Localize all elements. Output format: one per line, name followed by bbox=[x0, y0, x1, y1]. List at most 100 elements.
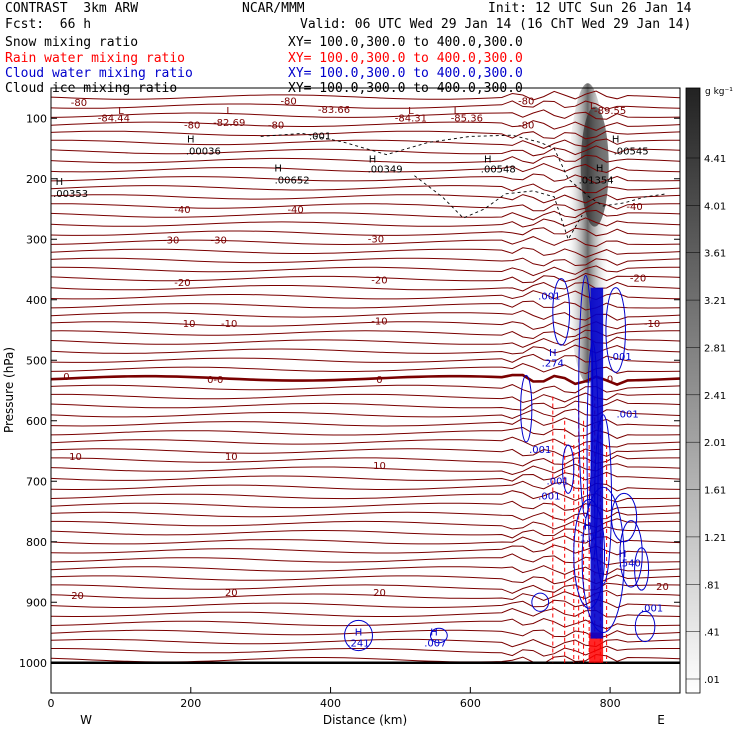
valid-time: Valid: 06 UTC Wed 29 Jan 14 (16 ChT Wed … bbox=[300, 17, 692, 32]
extrema-label: H bbox=[430, 628, 438, 639]
isotherm-line bbox=[50, 353, 681, 363]
forecast-hour: Fcst: 66 h bbox=[5, 17, 92, 32]
isotherm-line bbox=[50, 426, 681, 439]
cloud-water-contour bbox=[605, 287, 626, 373]
extrema-label: .274 bbox=[542, 358, 564, 369]
isotherm-line bbox=[50, 629, 681, 639]
extrema-label: H bbox=[596, 163, 604, 174]
extrema-label: H bbox=[484, 154, 492, 165]
isotherm-line bbox=[50, 448, 681, 458]
extrema-label: L bbox=[118, 106, 124, 117]
field-snow-name: Snow mixing ratio bbox=[5, 35, 139, 50]
isotherm-line bbox=[50, 162, 681, 174]
cloud-water-contour bbox=[520, 374, 533, 443]
isotherm-line bbox=[50, 209, 681, 221]
isotherm-line bbox=[50, 290, 681, 301]
isotherm-line bbox=[50, 154, 681, 164]
colorbar-ramp bbox=[685, 87, 701, 694]
isotherm-line bbox=[50, 281, 681, 292]
isotherm-line bbox=[50, 565, 681, 576]
colorbar-label: 2.41 bbox=[704, 391, 726, 402]
y-tick-label: 700 bbox=[26, 475, 47, 488]
field-rain-xy: XY= 100.0,300.0 to 400.0,300.0 bbox=[288, 51, 523, 66]
y-tick-label: 300 bbox=[26, 233, 47, 246]
isotherm-line bbox=[50, 574, 681, 585]
isotherm-label: -30 bbox=[211, 235, 227, 246]
init-time: Init: 12 UTC Sun 26 Jan 14 bbox=[488, 1, 692, 16]
extrema-label: H bbox=[619, 549, 627, 560]
extrema-label: .01354 bbox=[579, 176, 614, 187]
y-tick-label: 600 bbox=[26, 415, 47, 428]
cloud-ice-contour bbox=[414, 175, 583, 241]
y-tick-label: 400 bbox=[26, 294, 47, 307]
isotherm-line bbox=[50, 120, 681, 131]
isotherm-line bbox=[50, 617, 681, 630]
isotherm-label: -40 bbox=[626, 202, 642, 213]
isotherm-line bbox=[50, 384, 681, 394]
isotherm-line bbox=[50, 336, 681, 348]
x-tick-label: 400 bbox=[320, 697, 341, 710]
isotherm-line bbox=[50, 638, 681, 649]
snow-core bbox=[580, 106, 609, 227]
extrema-label: 1.7 bbox=[580, 534, 596, 545]
isotherm-label: -10 bbox=[644, 319, 660, 330]
org-label: NCAR/MMM bbox=[242, 1, 305, 16]
x-tick-label: 600 bbox=[460, 697, 481, 710]
cloud-water-contour bbox=[634, 547, 650, 591]
extrema-label: .001 bbox=[538, 491, 560, 502]
extrema-label: -84.44 bbox=[98, 113, 130, 124]
isotherm-line bbox=[50, 598, 681, 609]
colorbar-label: 3.21 bbox=[704, 296, 726, 307]
field-cloud-water-name: Cloud water mixing ratio bbox=[5, 66, 193, 81]
extrema-label: H bbox=[274, 163, 282, 174]
y-axis-label: Pressure (hPa) bbox=[2, 347, 16, 433]
isotherm-line bbox=[51, 201, 680, 212]
isotherm-line bbox=[50, 236, 681, 248]
temperature-isotherms bbox=[50, 90, 681, 664]
cloud-water-contour bbox=[344, 619, 373, 652]
isotherm-line bbox=[50, 436, 681, 448]
isotherm-line bbox=[50, 589, 681, 601]
isotherm-label: -80 bbox=[280, 96, 296, 107]
extrema-label: H bbox=[355, 628, 363, 639]
field-snow-xy: XY= 100.0,300.0 to 400.0,300.0 bbox=[288, 35, 523, 50]
isotherm-line bbox=[50, 408, 681, 420]
extrema-label: .00545 bbox=[614, 147, 649, 158]
isotherm-line bbox=[50, 398, 681, 411]
extrema-label: L bbox=[454, 106, 460, 117]
isotherm-line bbox=[51, 138, 680, 149]
extrema-label: -89.55 bbox=[594, 106, 626, 117]
cloud-water-contour bbox=[619, 520, 643, 588]
colorbar-label: .81 bbox=[704, 580, 720, 591]
cloud-ice-contours bbox=[260, 132, 667, 241]
isotherm-line bbox=[50, 321, 681, 331]
isotherm-label: 20 bbox=[373, 588, 386, 599]
extrema-label: .001 bbox=[641, 603, 663, 614]
isotherm-label: 0 bbox=[607, 375, 613, 386]
colorbar-label: 1.61 bbox=[704, 486, 726, 497]
isotherm-line bbox=[50, 362, 681, 375]
model-title: CONTRAST 3km ARW bbox=[5, 1, 139, 16]
isotherm-line bbox=[50, 272, 681, 284]
isotherm-line bbox=[50, 373, 681, 387]
extrema-label: .001 bbox=[609, 352, 631, 363]
isotherm-label: -80 bbox=[184, 121, 200, 132]
isotherm-label: -20 bbox=[371, 275, 387, 286]
isotherm-line bbox=[50, 344, 681, 355]
isotherm-label: -20 bbox=[174, 278, 190, 289]
extrema-label: H bbox=[56, 177, 64, 188]
isotherm-line bbox=[50, 329, 680, 340]
isotherm-label: 20 bbox=[71, 591, 84, 602]
isotherm-label: 0 bbox=[376, 375, 382, 386]
cloud-ice-contour bbox=[260, 132, 667, 207]
cloud-water-contours bbox=[344, 275, 656, 652]
colorbar-label: .01 bbox=[704, 675, 720, 686]
isotherm-label: -40 bbox=[287, 205, 303, 216]
isotherm-label: 10 bbox=[373, 461, 386, 472]
colorbar-label: 3.61 bbox=[704, 249, 726, 260]
extrema-label: .001 bbox=[538, 292, 560, 303]
isotherm-label: 0 bbox=[63, 372, 69, 383]
extrema-label: .007 bbox=[424, 638, 446, 649]
extrema-label: .00353 bbox=[53, 189, 88, 200]
